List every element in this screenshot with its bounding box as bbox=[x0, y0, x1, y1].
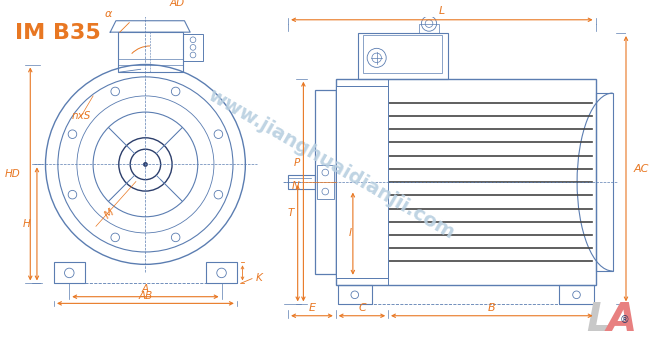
Bar bbox=[54, 262, 84, 284]
Bar bbox=[206, 262, 237, 284]
Text: nxS: nxS bbox=[72, 111, 90, 121]
Text: H: H bbox=[23, 219, 31, 229]
Text: E: E bbox=[309, 303, 315, 313]
Text: AB: AB bbox=[138, 290, 153, 301]
Bar bbox=[336, 79, 595, 285]
Text: K: K bbox=[256, 273, 263, 282]
Bar bbox=[336, 86, 388, 278]
Text: www.jianghuaidianjii.com: www.jianghuaidianjii.com bbox=[204, 86, 458, 243]
Text: A: A bbox=[142, 284, 149, 294]
Text: AC: AC bbox=[634, 164, 649, 174]
Bar bbox=[118, 32, 183, 72]
Text: M: M bbox=[103, 207, 116, 220]
Bar bbox=[358, 33, 448, 79]
Text: α: α bbox=[105, 9, 112, 19]
Text: L: L bbox=[586, 301, 611, 338]
Text: P: P bbox=[293, 158, 300, 168]
Text: HD: HD bbox=[5, 169, 21, 179]
Bar bbox=[595, 93, 613, 271]
Text: A: A bbox=[607, 301, 637, 338]
Bar bbox=[337, 285, 372, 304]
Text: T: T bbox=[287, 208, 294, 218]
Circle shape bbox=[144, 162, 148, 166]
Bar bbox=[560, 285, 593, 304]
Text: IM B35: IM B35 bbox=[15, 23, 101, 43]
Text: N: N bbox=[292, 181, 300, 191]
Bar bbox=[336, 86, 388, 278]
Text: B: B bbox=[488, 303, 496, 313]
Text: C: C bbox=[358, 303, 366, 313]
Bar bbox=[363, 35, 443, 73]
Bar bbox=[288, 175, 315, 189]
Text: L: L bbox=[439, 6, 445, 16]
Bar bbox=[317, 165, 334, 199]
Text: ®: ® bbox=[619, 315, 629, 325]
Bar bbox=[315, 90, 336, 274]
Bar bbox=[183, 34, 203, 61]
Bar bbox=[419, 23, 439, 33]
Text: I: I bbox=[348, 228, 352, 238]
Text: AD: AD bbox=[169, 0, 185, 8]
